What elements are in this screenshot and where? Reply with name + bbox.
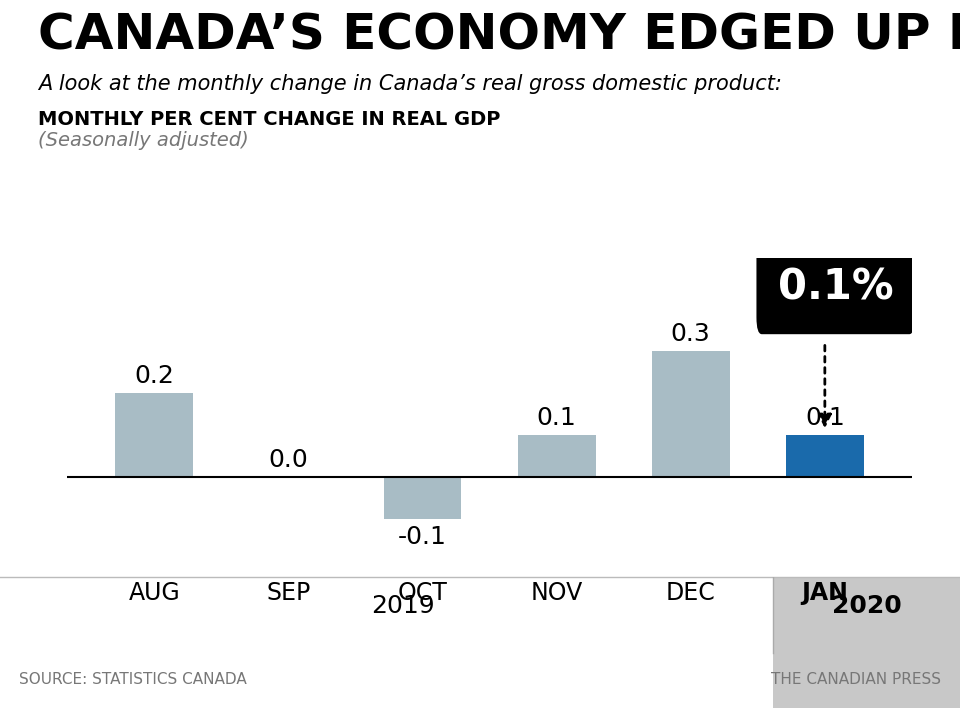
Text: SOURCE: STATISTICS CANADA: SOURCE: STATISTICS CANADA xyxy=(19,672,247,687)
Text: THE CANADIAN PRESS: THE CANADIAN PRESS xyxy=(771,672,941,687)
Text: -0.1: -0.1 xyxy=(398,525,447,549)
Bar xyxy=(115,393,193,477)
Text: 0.0: 0.0 xyxy=(269,448,308,472)
Bar xyxy=(652,351,730,477)
Text: 0.1%: 0.1% xyxy=(778,267,894,309)
Text: 0.2: 0.2 xyxy=(134,364,175,388)
Text: 0.1: 0.1 xyxy=(805,406,845,430)
FancyBboxPatch shape xyxy=(756,241,915,334)
Bar xyxy=(384,477,462,520)
Text: 0.1: 0.1 xyxy=(537,406,577,430)
Bar xyxy=(517,435,595,477)
Text: 2020: 2020 xyxy=(831,594,901,618)
Bar xyxy=(773,577,960,708)
Text: 2019: 2019 xyxy=(372,594,435,618)
Text: MONTHLY PER CENT CHANGE IN REAL GDP: MONTHLY PER CENT CHANGE IN REAL GDP xyxy=(38,110,501,129)
Text: (Seasonally adjusted): (Seasonally adjusted) xyxy=(38,131,250,150)
Text: 0.3: 0.3 xyxy=(671,321,710,346)
Text: A look at the monthly change in Canada’s real gross domestic product:: A look at the monthly change in Canada’s… xyxy=(38,74,782,94)
Text: CANADA’S ECONOMY EDGED UP IN JANUARY: CANADA’S ECONOMY EDGED UP IN JANUARY xyxy=(38,11,960,59)
Bar xyxy=(786,435,864,477)
